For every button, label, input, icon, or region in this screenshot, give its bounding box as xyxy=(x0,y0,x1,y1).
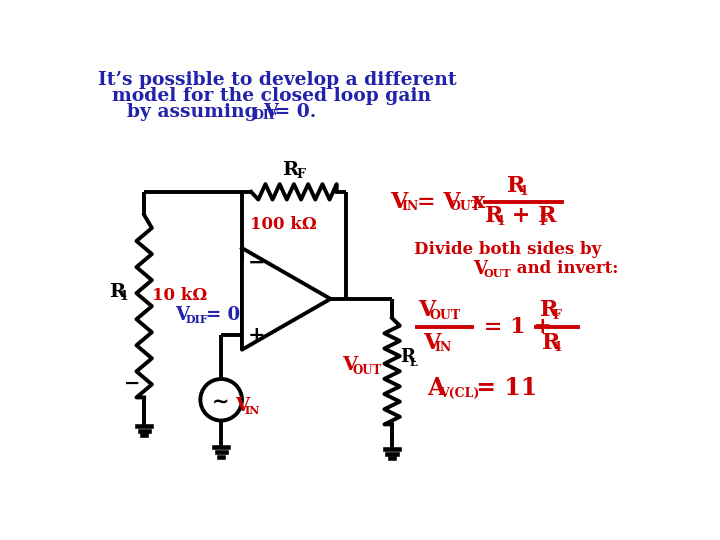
Text: x: x xyxy=(472,191,485,213)
Text: V: V xyxy=(390,191,408,213)
Text: L: L xyxy=(410,356,418,368)
Text: DIF: DIF xyxy=(253,109,279,122)
Text: 1: 1 xyxy=(497,214,505,228)
Text: IN: IN xyxy=(401,200,418,213)
Text: R: R xyxy=(109,283,125,301)
Text: F: F xyxy=(539,214,548,228)
Text: DIF: DIF xyxy=(186,314,209,325)
Text: V: V xyxy=(418,299,436,321)
Text: = 0.: = 0. xyxy=(268,103,316,122)
Text: R: R xyxy=(542,332,561,354)
Text: IN: IN xyxy=(434,341,451,354)
Text: −: − xyxy=(124,375,140,393)
Text: R: R xyxy=(485,206,504,227)
Text: V: V xyxy=(423,332,440,354)
Text: by assuming V: by assuming V xyxy=(127,103,279,122)
Text: R: R xyxy=(507,176,525,198)
Text: OUT: OUT xyxy=(430,308,461,321)
Text: OUT: OUT xyxy=(352,364,382,377)
Text: 10 kΩ: 10 kΩ xyxy=(152,287,207,305)
Text: F: F xyxy=(552,308,561,321)
Text: and invert:: and invert: xyxy=(511,260,618,278)
Text: V: V xyxy=(175,306,189,324)
Text: = 0: = 0 xyxy=(199,306,240,324)
Text: = V: = V xyxy=(417,191,461,213)
Text: 1: 1 xyxy=(554,341,562,354)
Text: R: R xyxy=(540,299,558,321)
Text: V: V xyxy=(473,260,487,278)
Text: V: V xyxy=(342,356,357,374)
Text: model for the closed loop gain: model for the closed loop gain xyxy=(112,87,431,105)
Text: −: − xyxy=(248,252,266,272)
Text: 100 kΩ: 100 kΩ xyxy=(250,217,316,233)
Text: V: V xyxy=(235,397,249,415)
Text: It’s possible to develop a different: It’s possible to develop a different xyxy=(98,71,456,89)
Text: = 11: = 11 xyxy=(467,376,537,400)
Text: V(CL): V(CL) xyxy=(439,387,480,400)
Text: OUT: OUT xyxy=(449,200,480,213)
Text: A: A xyxy=(427,376,445,400)
Text: IN: IN xyxy=(245,405,261,416)
Text: OUT: OUT xyxy=(484,268,511,279)
Text: F: F xyxy=(297,168,305,181)
Text: R: R xyxy=(282,161,298,179)
Text: ∼: ∼ xyxy=(212,393,229,413)
Text: R: R xyxy=(400,348,415,367)
Text: 1: 1 xyxy=(519,185,528,198)
Text: +: + xyxy=(248,326,266,346)
Text: Divide both sides by: Divide both sides by xyxy=(414,241,601,258)
Text: = 1 +: = 1 + xyxy=(476,315,559,338)
Text: + R: + R xyxy=(504,206,557,227)
Text: 1: 1 xyxy=(120,290,128,303)
